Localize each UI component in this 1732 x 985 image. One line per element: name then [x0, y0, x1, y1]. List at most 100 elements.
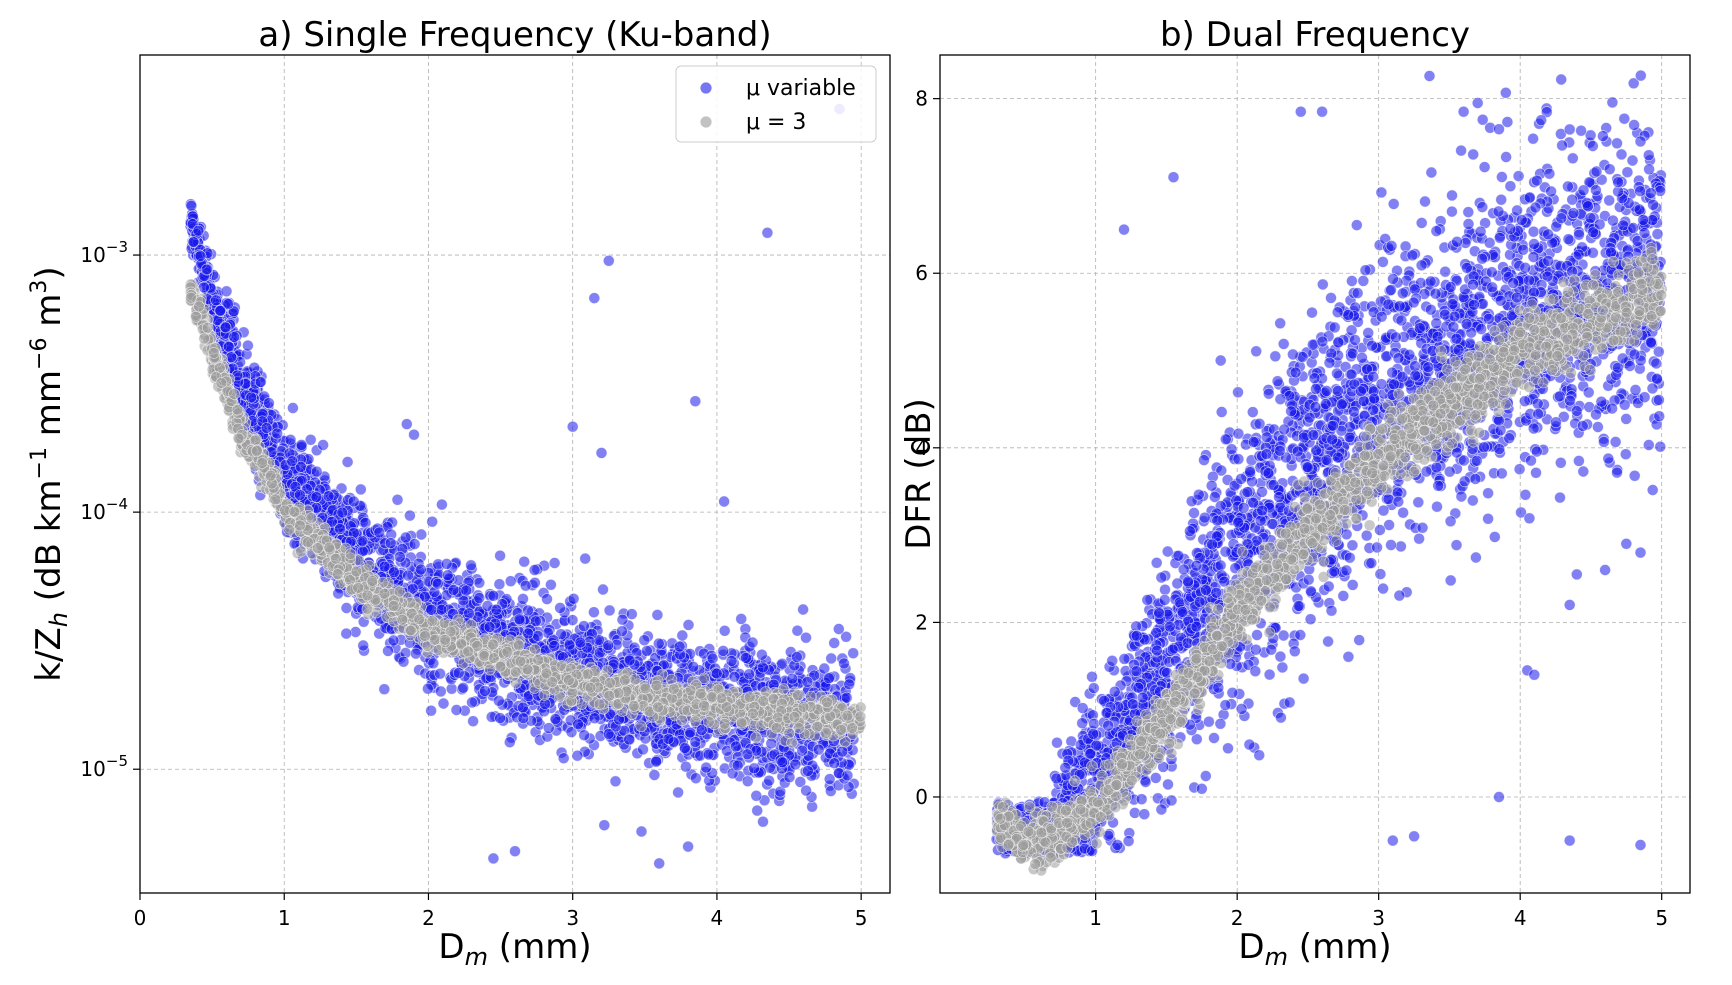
- data-point-mu-3: [699, 700, 710, 711]
- data-point-mu-variable: [802, 676, 813, 687]
- data-point-mu-variable: [589, 713, 600, 724]
- data-point-mu-variable: [756, 649, 767, 660]
- data-point-mu-3: [427, 616, 438, 627]
- data-point-mu-3: [510, 667, 521, 678]
- data-point-mu-variable: [263, 398, 274, 409]
- data-point-mu-3: [585, 682, 596, 693]
- data-point-mu-variable: [448, 584, 459, 595]
- data-point-mu-variable: [514, 614, 525, 625]
- data-point-mu-variable: [732, 760, 743, 771]
- data-point-mu-variable: [505, 576, 516, 587]
- data-point-mu-variable: [438, 698, 449, 709]
- data-point-mu-3: [484, 664, 495, 675]
- data-point-mu-3: [367, 576, 378, 587]
- data-point-mu-variable: [690, 773, 701, 784]
- data-point-mu-variable: [466, 560, 477, 571]
- data-point-mu-variable: [564, 639, 575, 650]
- data-point-mu-variable: [491, 604, 502, 615]
- data-point-mu-variable: [718, 645, 729, 656]
- data-point-mu-3: [353, 582, 364, 593]
- data-point-mu-3: [651, 680, 662, 691]
- data-point-mu-variable: [663, 733, 674, 744]
- data-point-mu-3: [640, 683, 651, 694]
- data-point-mu-variable: [624, 734, 635, 745]
- data-point-mu-variable: [558, 753, 569, 764]
- data-point-mu-variable: [220, 322, 231, 333]
- data-point-mu-variable: [426, 604, 437, 615]
- data-point-mu-variable: [555, 602, 566, 613]
- data-point-mu-variable: [389, 567, 400, 578]
- data-point-mu-3: [324, 542, 335, 553]
- data-point-mu-3: [719, 718, 730, 729]
- data-point-mu-variable: [752, 805, 763, 816]
- data-point-mu-variable: [791, 652, 802, 663]
- data-point-mu-variable: [839, 658, 850, 669]
- data-point-mu-variable: [758, 816, 769, 827]
- data-point-mu-variable: [474, 592, 485, 603]
- data-point-mu-variable: [741, 652, 752, 663]
- data-point-mu-variable: [186, 200, 197, 211]
- data-point-mu-variable: [617, 626, 628, 637]
- data-point-mu-variable: [261, 423, 272, 434]
- data-point-mu-variable: [683, 619, 694, 630]
- data-point-mu-3: [362, 604, 373, 615]
- data-point-mu-variable: [504, 737, 515, 748]
- data-point-mu-3: [547, 677, 558, 688]
- data-point-mu-variable: [287, 403, 298, 414]
- data-point-mu-variable: [579, 730, 590, 741]
- data-point-mu-variable: [318, 440, 329, 451]
- data-point-mu-variable: [549, 640, 560, 651]
- data-point-mu-variable: [348, 496, 359, 507]
- data-point-mu-variable: [688, 661, 699, 672]
- data-point-mu-variable: [358, 640, 369, 651]
- data-point-mu-3: [406, 625, 417, 636]
- data-point-mu-3: [582, 669, 593, 680]
- data-point-mu-variable: [341, 628, 352, 639]
- data-point-mu-variable: [807, 801, 818, 812]
- data-point-mu-3: [345, 549, 356, 560]
- data-point-mu-3: [668, 683, 679, 694]
- data-point-mu-variable: [719, 625, 730, 636]
- data-point-mu-3: [798, 701, 809, 712]
- data-point-mu-variable: [578, 621, 589, 632]
- data-point-mu-variable: [379, 684, 390, 695]
- data-point-mu-variable: [674, 641, 685, 652]
- data-point-mu-variable: [188, 237, 199, 248]
- data-point-mu-variable: [242, 340, 253, 351]
- data-point-mu-variable: [813, 744, 824, 755]
- data-point-mu-variable: [653, 638, 664, 649]
- data-point-mu-variable: [201, 264, 212, 275]
- data-point-mu-variable: [798, 604, 809, 615]
- data-point-mu-variable: [726, 655, 737, 666]
- data-point-mu-3: [751, 732, 762, 743]
- data-point-mu-variable: [484, 622, 495, 633]
- data-point-mu-variable: [392, 494, 403, 505]
- data-point-mu-variable: [436, 499, 447, 510]
- data-point-mu-variable: [415, 564, 426, 575]
- data-point-mu-variable: [464, 608, 475, 619]
- data-point-mu-3: [695, 688, 706, 699]
- data-point-mu-variable: [335, 523, 346, 534]
- data-point-mu-variable: [379, 561, 390, 572]
- data-point-mu-3: [397, 614, 408, 625]
- data-point-mu-variable: [837, 746, 848, 757]
- data-point-mu-variable: [467, 697, 478, 708]
- data-point-mu-variable: [819, 663, 830, 674]
- data-point-mu-variable: [451, 705, 462, 716]
- data-point-mu-variable: [341, 603, 352, 614]
- data-point-mu-3: [296, 546, 307, 557]
- data-point-mu-variable: [641, 645, 652, 656]
- data-point-mu-3: [685, 685, 696, 696]
- data-point-mu-variable: [736, 613, 747, 624]
- data-point-mu-variable: [495, 550, 506, 561]
- data-point-mu-variable: [626, 609, 637, 620]
- data-point-mu-variable: [701, 762, 712, 773]
- data-point-mu-variable: [744, 669, 755, 680]
- data-point-mu-variable: [360, 517, 371, 528]
- data-point-mu-variable: [388, 635, 399, 646]
- data-point-mu-variable: [802, 765, 813, 776]
- data-point-mu-3: [789, 711, 800, 722]
- data-point-mu-variable: [403, 570, 414, 581]
- data-point-mu-variable: [833, 624, 844, 635]
